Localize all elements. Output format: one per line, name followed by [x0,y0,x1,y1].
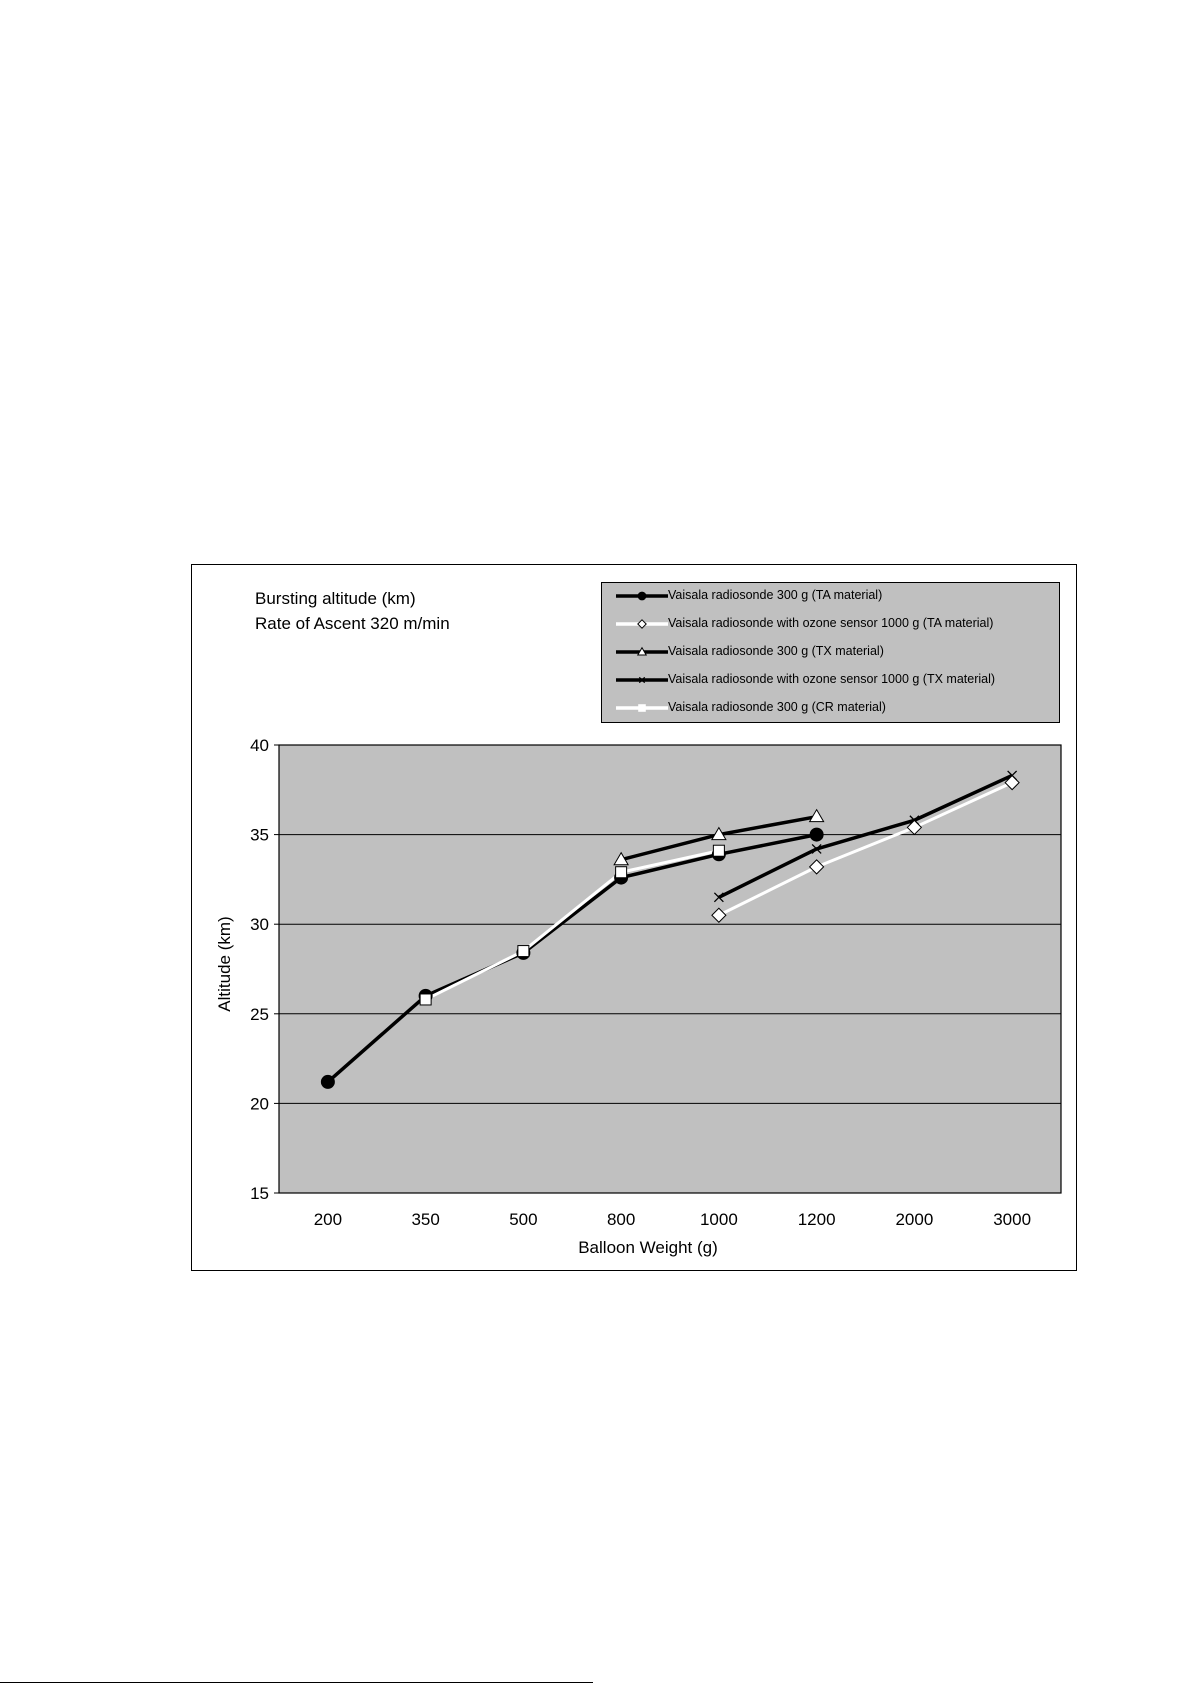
data-point-x [811,843,822,854]
legend-item-cr-300: Vaisala radiosonde 300 g (CR material) [602,698,1059,718]
legend-label: Vaisala radiosonde 300 g (CR material) [668,700,886,714]
data-point-diamond [906,819,923,836]
legend-item-ta-ozone: Vaisala radiosonde with ozone sensor 100… [602,614,1059,634]
data-point-triangle [808,808,825,823]
y-tick-label: 20 [250,1094,269,1113]
x-tick-label: 800 [607,1210,635,1229]
y-tick-label: 40 [250,736,269,755]
data-point-diamond [1004,774,1020,791]
legend-label: Vaisala radiosonde with ozone sensor 100… [668,616,994,630]
x-tick-label: 350 [411,1210,439,1229]
chart-title-line-2: Rate of Ascent 320 m/min [255,614,450,633]
x-axis-label: Balloon Weight (g) [578,1238,718,1257]
data-point-circle [637,591,647,601]
legend-item-tx-ozone: Vaisala radiosonde with ozone sensor 100… [602,670,1059,690]
data-point-diamond [711,907,727,923]
x-tick-label: 1000 [700,1210,738,1229]
legend-swatch [616,591,668,601]
chart-container: 15 20 25 30 35 40 200 350 500 800 1000 1200 2000 3000… [191,564,1077,1271]
chart-legend: Vaisala radiosonde 300 g (TA material) V… [601,582,1060,723]
plot-area [278,744,1062,1194]
data-point-circle [809,827,824,842]
legend-label: Vaisala radiosonde 300 g (TX material) [668,644,884,658]
data-point-x [638,676,646,684]
data-point-square [712,844,725,857]
legend-item-tx-300: Vaisala radiosonde 300 g (TX material) [602,642,1059,662]
y-tick-label: 35 [250,826,269,845]
y-tick-label: 25 [250,1005,269,1024]
chart-svg: 15 20 25 30 35 40 200 350 500 800 1000 1200 2000 3000… [215,736,1062,1257]
data-point-diamond [637,619,647,629]
y-tick-label: 15 [250,1184,269,1203]
x-tick-label: 3000 [993,1210,1031,1229]
chart-title-line-1: Bursting altitude (km) [255,589,416,608]
data-point-diamond [808,859,825,875]
data-point-circle [320,1074,335,1089]
x-tick-label: 200 [314,1210,342,1229]
series-line [718,773,1013,899]
data-point-triangle [636,646,648,656]
series-line [326,832,817,1084]
series-line [718,781,1013,917]
x-tick-label: 2000 [895,1210,933,1229]
y-axis-label: Altitude (km) [215,916,234,1011]
x-tick-label: 500 [509,1210,537,1229]
legend-item-ta-300: Vaisala radiosonde 300 g (TA material) [602,586,1059,606]
legend-swatch [616,676,668,684]
x-tick-label: 1200 [798,1210,836,1229]
data-point-x [713,892,724,903]
legend-swatch [616,619,668,629]
legend-swatch [616,646,668,656]
legend-swatch [616,704,668,712]
y-tick-label: 30 [250,915,269,934]
data-point-square [615,866,628,879]
data-point-square [638,704,646,712]
legend-label: Vaisala radiosonde 300 g (TA material) [668,588,883,602]
chart-title: Bursting altitude (km) Rate of Ascent 32… [255,586,450,636]
data-point-square [517,945,530,958]
data-point-triangle [711,826,727,841]
data-point-square [419,993,432,1006]
series-line [424,849,720,1001]
data-point-triangle [613,851,629,866]
legend-label: Vaisala radiosonde with ozone sensor 100… [668,672,996,686]
page-footer-rule [0,1682,593,1683]
